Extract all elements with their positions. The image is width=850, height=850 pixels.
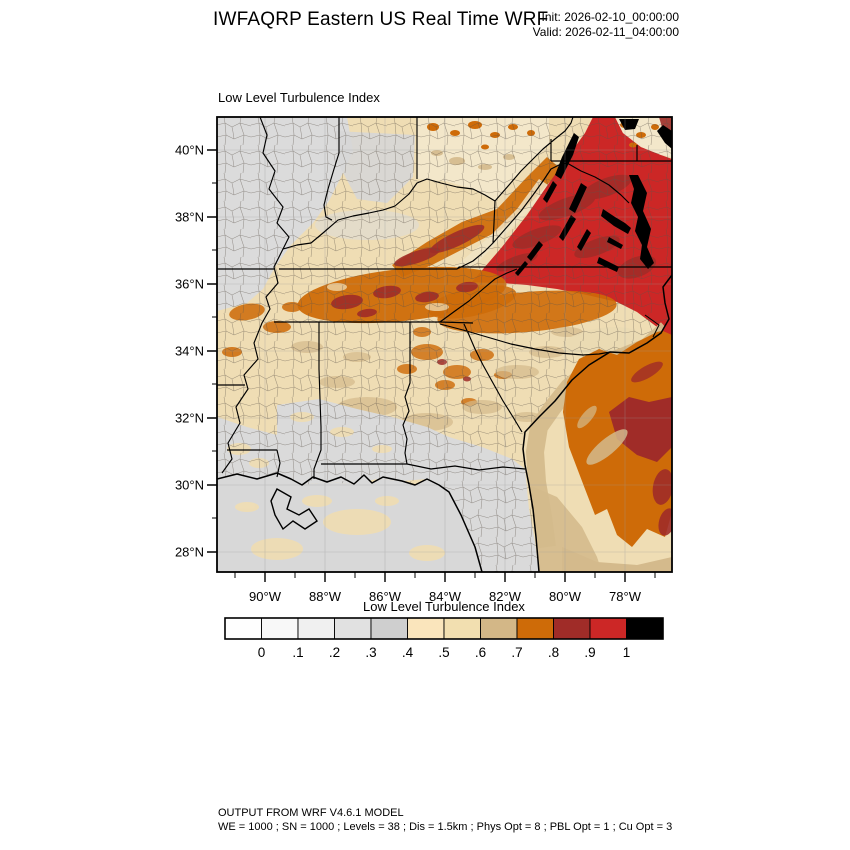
lon-tick-label: 90°W [249, 589, 282, 604]
svg-text:.5: .5 [438, 645, 449, 660]
latitude-axis: 40°N 38°N 36°N 34°N 32°N 30°N 28°N [175, 143, 217, 560]
run-info: Init: 2026-02-10_00:00:00 Valid: 2026-02… [533, 10, 679, 39]
longitude-axis: 90°W 88°W 86°W 84°W 82°W 80°W 78°W [234, 572, 656, 604]
colorbar-label: Low Level Turbulence Index [363, 599, 525, 614]
ridge-maxima [515, 119, 639, 276]
svg-text:.7: .7 [511, 645, 522, 660]
field-label: Low Level Turbulence Index [218, 90, 380, 105]
colorbar-tick-labels: 0 .1 .2 .3 .4 .5 .6 .7 .8 .9 1 [258, 645, 631, 660]
svg-text:.3: .3 [365, 645, 376, 660]
lon-tick-label: 84°W [429, 589, 462, 604]
map-panel: 40°N 38°N 36°N 34°N 32°N 30°N 28°N 90°W … [175, 116, 673, 604]
model-namelist: WE = 1000 ; SN = 1000 ; Levels = 38 ; Di… [218, 821, 673, 833]
lat-tick-label: 30°N [175, 478, 204, 493]
coastline [217, 274, 672, 572]
chesapeake-bay [597, 125, 672, 272]
map-geography [216, 116, 673, 573]
svg-text:.8: .8 [548, 645, 559, 660]
svg-text:.2: .2 [329, 645, 340, 660]
state-borders [217, 117, 672, 479]
page-title: IWFAQRP Eastern US Real Time WRF [213, 9, 549, 30]
colorbar-scale [224, 617, 664, 640]
svg-text:.6: .6 [475, 645, 486, 660]
svg-text:.1: .1 [292, 645, 303, 660]
lon-tick-label: 78°W [609, 589, 642, 604]
svg-text:.9: .9 [584, 645, 595, 660]
lat-tick-label: 34°N [175, 344, 204, 359]
lon-tick-label: 82°W [489, 589, 522, 604]
model-version: OUTPUT FROM WRF V4.6.1 MODEL [218, 807, 404, 819]
svg-text:.4: .4 [402, 645, 414, 660]
lon-tick-label: 88°W [309, 589, 342, 604]
model-info: OUTPUT FROM WRF V4.6.1 MODEL WE = 1000 ;… [218, 806, 672, 834]
lat-tick-label: 32°N [175, 411, 204, 426]
valid-time: Valid: 2026-02-11_04:00:00 [532, 24, 679, 39]
lat-tick-label: 38°N [175, 210, 204, 225]
lat-tick-label: 40°N [175, 143, 204, 158]
lat-tick-label: 28°N [175, 545, 204, 560]
mississippi-delta [270, 488, 318, 531]
colorbar: Low Level Turbulence Index 0 .1 .2 .3 .4… [224, 599, 664, 660]
init-time: Init: 2026-02-10_00:00:00 [541, 10, 679, 24]
svg-text:1: 1 [623, 645, 631, 660]
lat-tick-label: 36°N [175, 277, 204, 292]
lon-tick-label: 80°W [549, 589, 582, 604]
svg-text:0: 0 [258, 645, 266, 660]
graticule [217, 117, 672, 572]
lon-tick-label: 86°W [369, 589, 402, 604]
